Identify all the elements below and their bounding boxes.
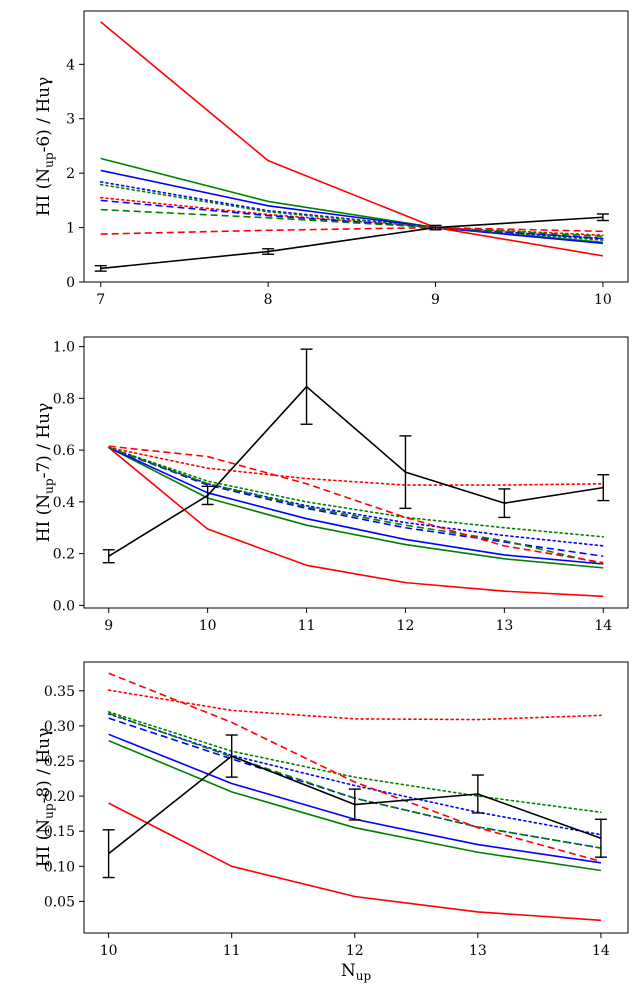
series-line-red-dotted [107, 446, 605, 486]
panel-nup-6: 7 8 9 10 0 1 2 3 4 HI (Nup-6) / Huγ [34, 10, 629, 308]
panel-nup-7: 9 10 11 12 13 14 0.0 0.2 0.4 0.6 0.8 1.0 HI (Nup-7) … [34, 336, 629, 634]
x-axis-label-main: N [341, 961, 356, 981]
series-line-green-dotted [107, 711, 602, 814]
x-tick-label: 14 [594, 618, 612, 634]
x-tick-label: 9 [104, 618, 113, 634]
panel-nup-8: 10 11 12 13 14 0.05 0.10 0.15 0.20 0.25 0.30 0.35 HI… [34, 661, 629, 983]
y-axis-label: HI (Nup-7) / Huγ [34, 403, 56, 543]
series-line-green-solid [108, 739, 602, 872]
error-bar [594, 818, 607, 858]
y-tick-label: 0.20 [44, 789, 75, 805]
error-bar [471, 774, 484, 814]
series-line-green-solid [100, 157, 603, 244]
y-axis-label-main: HI (N [34, 494, 54, 543]
y-tick-label: 0.05 [44, 894, 75, 910]
y-tick-label: 0.15 [44, 824, 75, 840]
series-line-blue-solid [108, 446, 604, 565]
plot-frame [83, 10, 629, 283]
error-bar [102, 549, 115, 564]
series-line-red-dashed [108, 672, 602, 863]
series-line-green-dashed [100, 208, 603, 238]
series-line-observed [100, 216, 603, 270]
error-bar [399, 435, 412, 510]
y-tick-label: 0 [66, 275, 75, 291]
series-line-red-solid [108, 446, 604, 598]
y-axis-label-sub: up [42, 152, 56, 168]
error-bar [429, 224, 442, 231]
series-line-red-solid [100, 21, 604, 257]
y-tick-label: 0.30 [44, 719, 75, 735]
series-line-red-dashed [108, 445, 604, 564]
y-axis-label-rest: -7) / Huγ [34, 403, 54, 479]
y-axis-label-main: HI (N [34, 819, 54, 868]
error-bar [94, 264, 107, 272]
series-line-blue-dotted [107, 446, 605, 547]
x-tick-label: 11 [223, 943, 241, 959]
y-axis-label: HI (Nup-8) / Huγ [34, 728, 56, 868]
series-line-observed [108, 385, 604, 557]
series-line-red-dashed [100, 226, 603, 235]
x-tick-label: 11 [298, 618, 316, 634]
error-bar [597, 474, 610, 502]
error-bar [596, 213, 609, 222]
x-tick-label: 10 [594, 292, 612, 308]
y-axis-label-rest: -6) / Huγ [34, 77, 54, 153]
y-tick-label: 4 [66, 57, 75, 73]
y-tick-label: 3 [66, 112, 75, 128]
x-axis-label-sub: up [356, 969, 372, 983]
y-tick-label: 0.0 [53, 598, 75, 614]
y-axis-label-sub: up [42, 478, 56, 494]
y-tick-label: 0.10 [44, 859, 75, 875]
plot-frame [83, 336, 629, 609]
x-tick-label: 13 [469, 943, 487, 959]
error-bar [102, 829, 115, 879]
plot-frame [83, 661, 629, 934]
y-tick-label: 1 [66, 221, 75, 237]
y-tick-label: 0.6 [53, 443, 75, 459]
y-tick-label: 2 [66, 166, 75, 182]
x-tick-label: 7 [96, 292, 105, 308]
error-bar [300, 348, 313, 425]
y-tick-label: 0.35 [44, 684, 75, 700]
x-tick-label: 12 [346, 943, 364, 959]
x-tick-label: 8 [264, 292, 273, 308]
series-line-blue-dotted [99, 181, 604, 240]
y-tick-label: 0.2 [53, 547, 75, 563]
error-bar [262, 248, 275, 255]
y-tick-label: 1.0 [53, 340, 75, 356]
x-tick-label: 12 [397, 618, 415, 634]
error-bar [201, 485, 214, 506]
y-axis-label: HI (Nup-6) / Huγ [34, 77, 56, 217]
series-line-red-solid [108, 802, 601, 922]
series-group [99, 21, 604, 270]
error-bar [225, 734, 238, 778]
y-tick-label: 0.4 [53, 495, 75, 511]
y-tick-label: 0.8 [53, 391, 75, 407]
series-line-green-dotted [107, 446, 605, 538]
y-axis-label-sub: up [42, 803, 56, 819]
x-tick-label: 10 [199, 618, 217, 634]
series-line-blue-solid [100, 169, 603, 245]
series-group [107, 385, 605, 598]
x-tick-label: 10 [100, 943, 118, 959]
x-tick-label: 14 [592, 943, 610, 959]
series-line-blue-dotted [107, 713, 602, 836]
y-axis-label-main: HI (N [34, 168, 54, 217]
series-line-green-dotted [99, 183, 604, 241]
x-axis-label: Nup [341, 961, 372, 983]
series-line-blue-dashed [108, 717, 602, 849]
series-line-green-dashed [108, 446, 604, 565]
y-axis-label-rest: -8) / Huγ [34, 728, 54, 804]
error-bar [498, 488, 511, 519]
x-tick-label: 9 [431, 292, 440, 308]
series-line-blue-dashed [100, 199, 603, 240]
error-bar [348, 788, 361, 821]
x-tick-label: 13 [495, 618, 513, 634]
series-line-green-solid [108, 446, 604, 569]
y-tick-label: 0.25 [44, 754, 75, 770]
series-line-red-dotted [107, 689, 602, 721]
